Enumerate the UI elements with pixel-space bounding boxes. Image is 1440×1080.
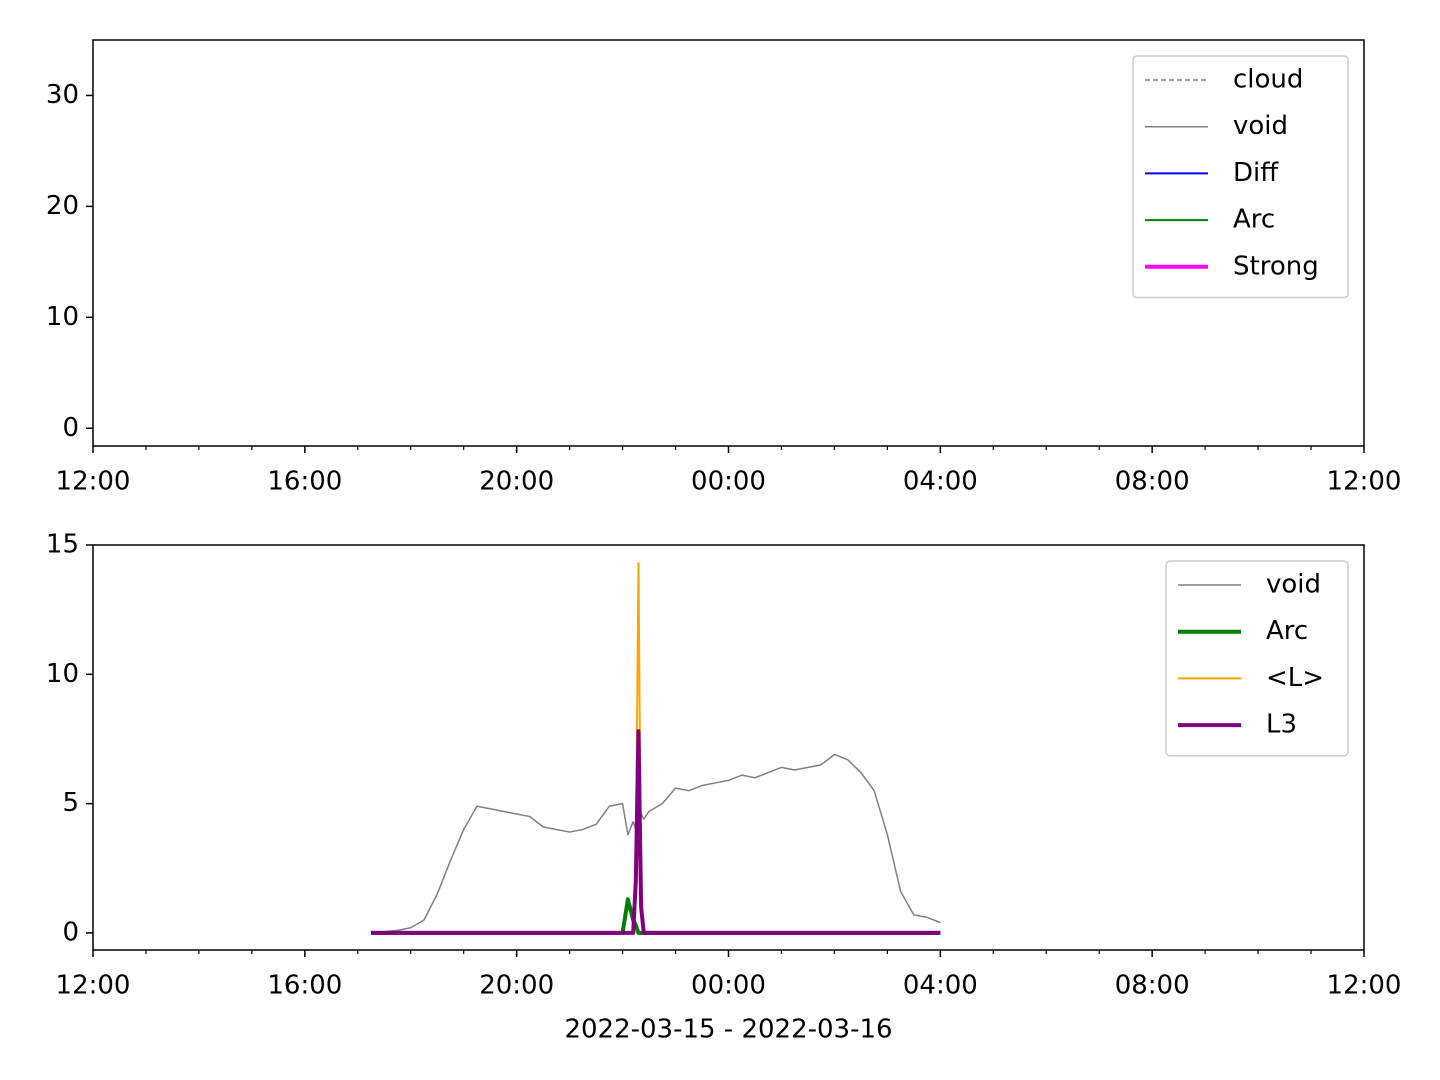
y-tick-label: 15 [46,530,79,560]
x-tick-label: 12:00 [56,971,131,1001]
legend-label: Strong [1233,251,1319,281]
x-tick-label: 16:00 [267,971,342,1001]
x-tick-label: 00:00 [691,971,766,1001]
series-line [371,363,940,428]
x-tick-label: 20:00 [479,467,554,497]
series-line [371,897,941,935]
x-tick-label: 08:00 [1115,971,1190,1001]
y-tick-label: 5 [62,788,79,818]
x-tick-label: 12:00 [56,467,131,497]
legend: cloud void Diff Arc Strong [1132,55,1349,299]
plot-area [370,57,941,935]
x-tick-label: 04:00 [903,467,978,497]
legend-label: Diff [1233,158,1279,188]
legend-label: <L> [1266,663,1324,693]
legend-label: Arc [1233,205,1275,235]
x-axis-label: 2022-03-15 - 2022-03-16 [564,1015,892,1045]
x-tick-label: 08:00 [1115,467,1190,497]
legend-label: cloud [1233,65,1303,95]
y-tick-label: 0 [62,917,79,947]
legend-label: void [1266,570,1321,600]
series-line [371,562,941,934]
series-line [371,352,940,429]
x-tick-label: 12:00 [1327,971,1402,1001]
series-line [371,57,940,429]
legend-box [1165,560,1349,757]
legend: void Arc <L> L3 [1165,560,1349,757]
legend-label: Arc [1266,616,1308,646]
x-tick-label: 00:00 [691,467,766,497]
series-line [371,729,941,935]
y-tick-label: 30 [46,80,79,110]
y-tick-label: 10 [46,659,79,689]
y-tick-label: 10 [46,302,79,332]
series-line [370,753,941,934]
x-tick-label: 16:00 [267,467,342,497]
legend-label: void [1233,111,1288,141]
y-tick-label: 20 [46,191,79,221]
axes-frame [92,544,1365,951]
x-tick-label: 04:00 [903,971,978,1001]
x-tick-label: 20:00 [479,971,554,1001]
legend-label: L3 [1266,710,1297,740]
y-tick-label: 0 [62,413,79,443]
series-line [371,399,940,428]
legend-box [1132,55,1349,299]
axes-frame [92,39,1365,447]
x-tick-label: 12:00 [1327,467,1402,497]
